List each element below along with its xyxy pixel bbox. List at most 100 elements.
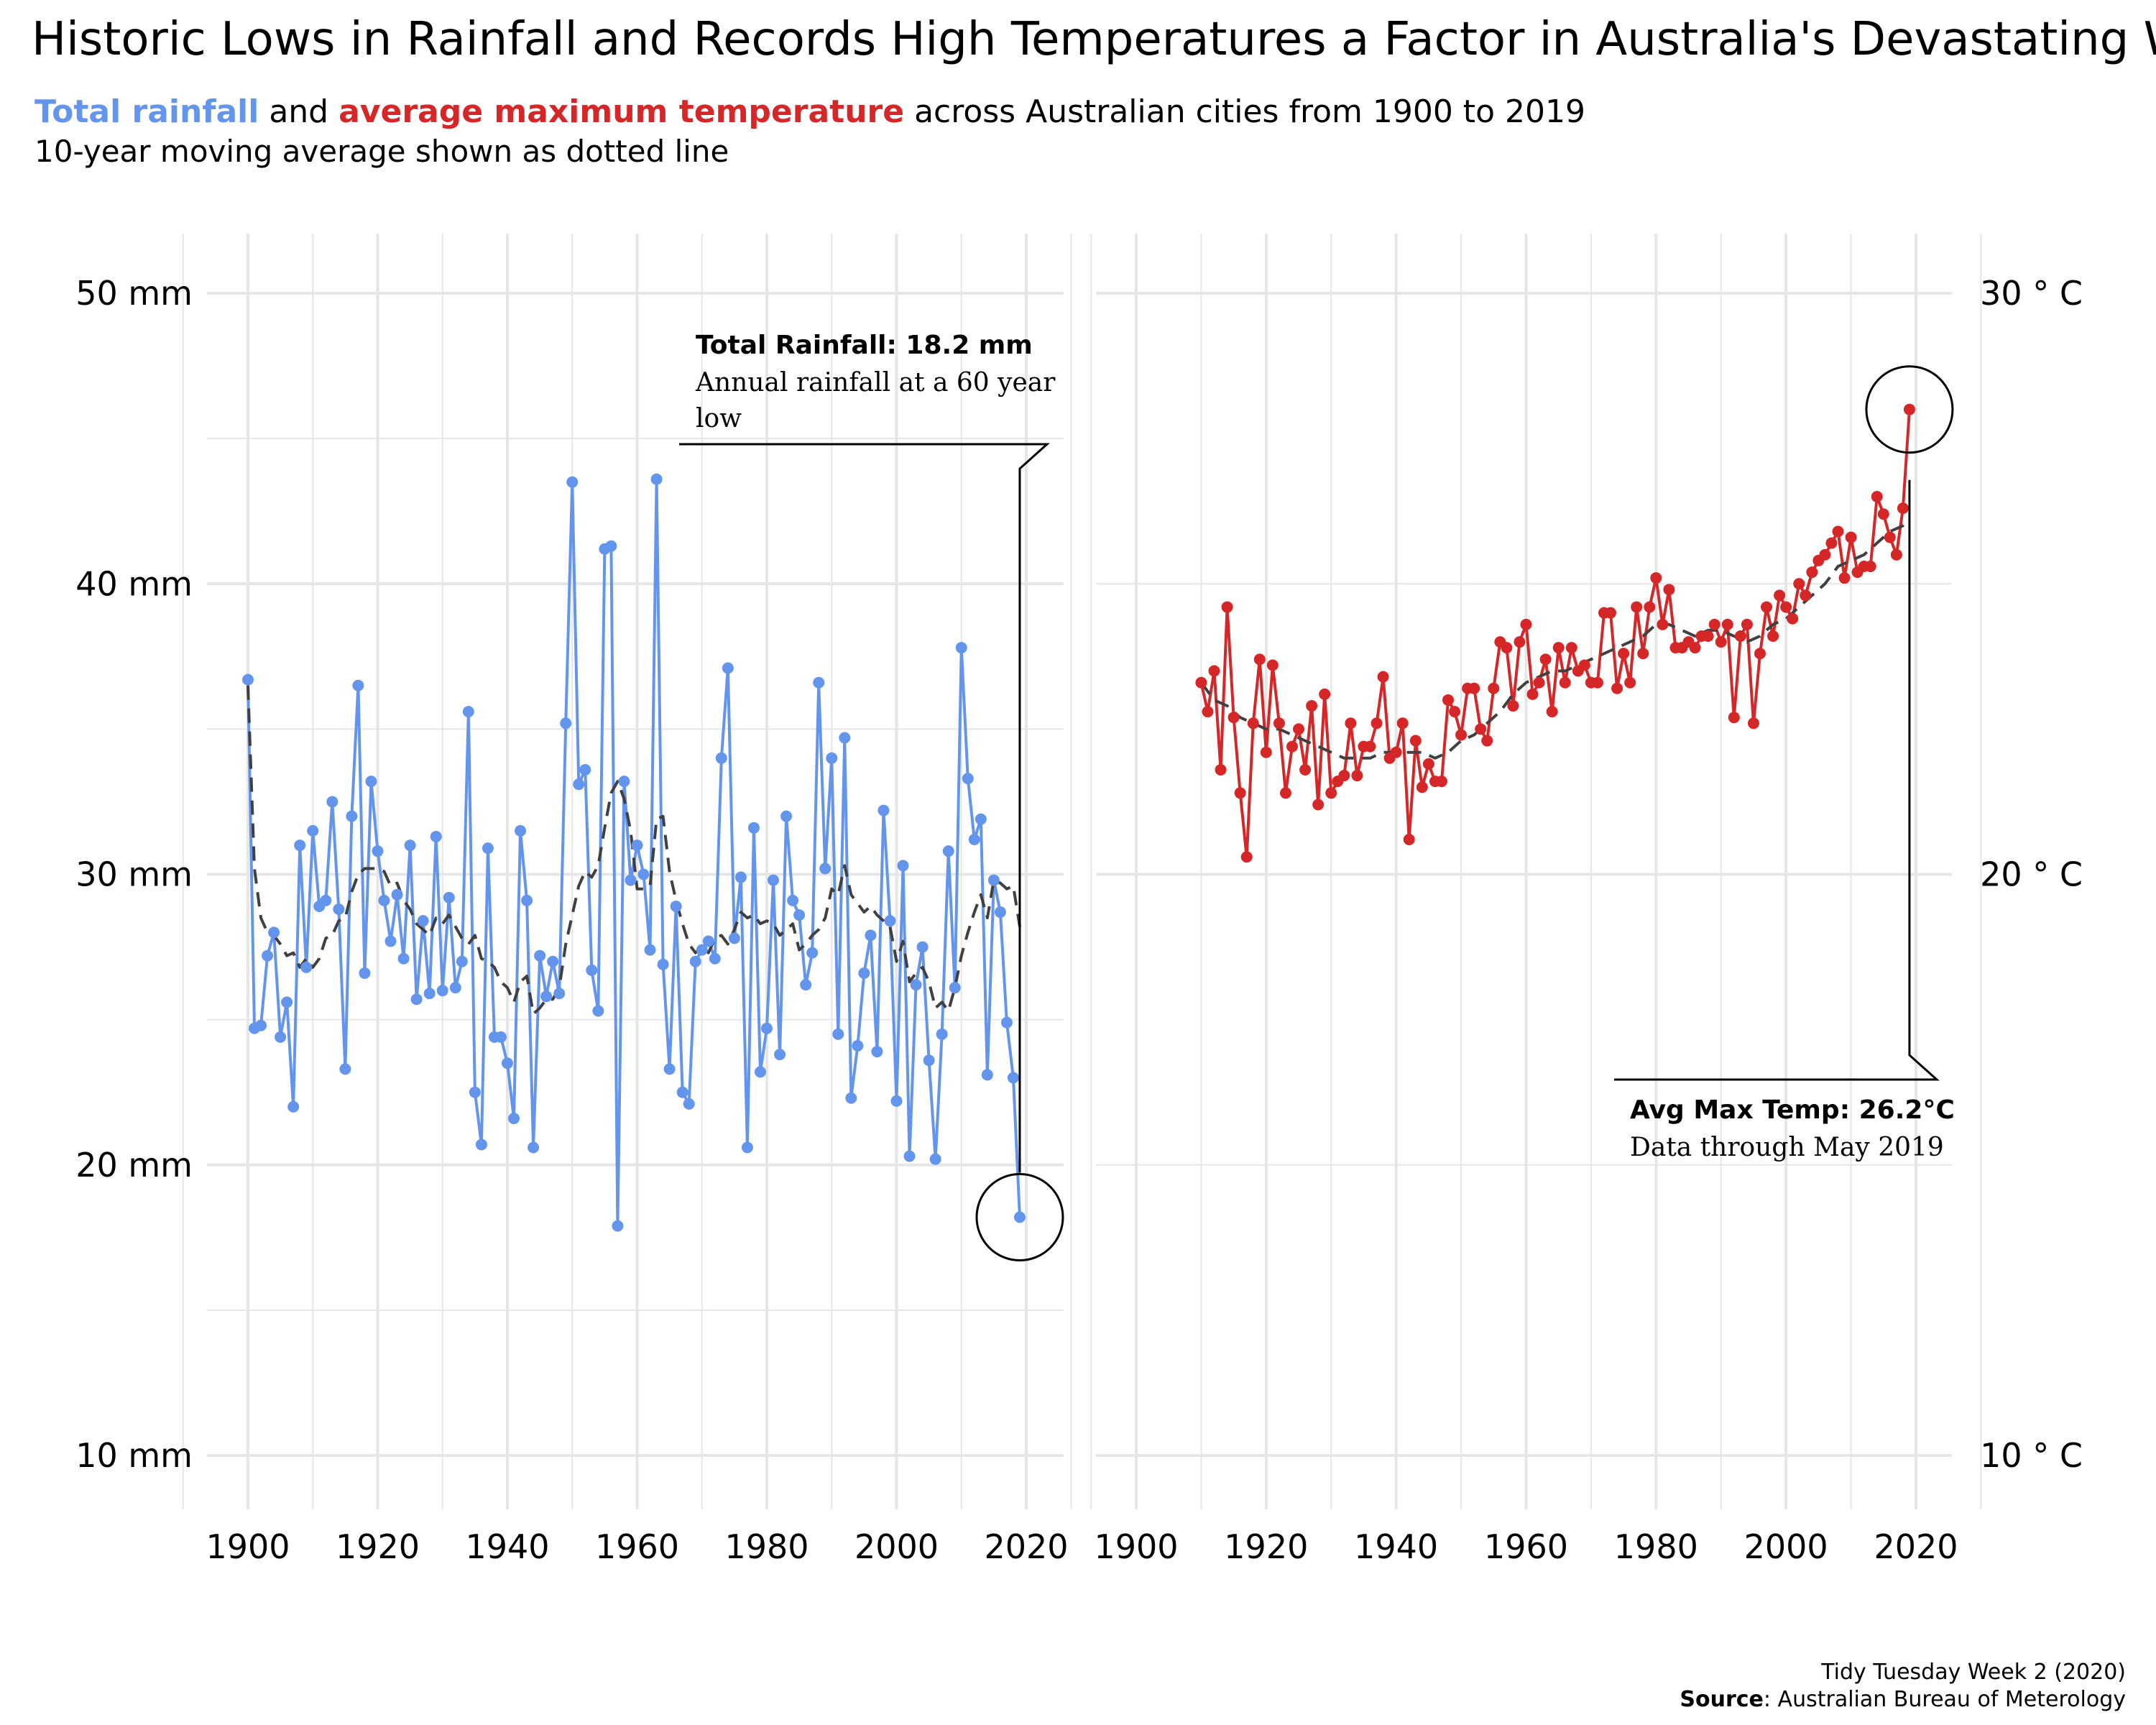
temperature-point bbox=[1864, 560, 1876, 572]
annotation-leader-line bbox=[1614, 479, 1940, 1081]
rainfall-moving-average-line bbox=[247, 685, 1021, 1016]
temperature-point bbox=[1299, 763, 1312, 776]
temperature-point bbox=[1364, 740, 1376, 753]
temperature-point bbox=[1442, 694, 1454, 706]
rainfall-point bbox=[890, 1095, 903, 1107]
temperature-point bbox=[1825, 537, 1838, 549]
x-tick-label: 1900 bbox=[206, 1527, 290, 1566]
rainfall-point bbox=[631, 840, 643, 852]
rainfall-point bbox=[268, 926, 280, 939]
x-tick-label: 1940 bbox=[1354, 1527, 1438, 1566]
temperature-point bbox=[1507, 700, 1519, 712]
rainfall-point bbox=[728, 932, 740, 944]
temperature-point bbox=[1435, 776, 1447, 788]
rainfall-point bbox=[975, 813, 987, 825]
rainfall-point bbox=[255, 1019, 267, 1031]
temperature-point bbox=[1800, 589, 1812, 602]
rainfall-point bbox=[936, 1028, 948, 1040]
x-tick-label: 1940 bbox=[465, 1527, 549, 1566]
y-tick-label: 50 mm bbox=[75, 274, 193, 313]
temperature-point bbox=[1539, 653, 1552, 666]
temperature-point bbox=[1234, 787, 1246, 799]
rainfall-point bbox=[650, 473, 663, 485]
rainfall-point bbox=[456, 955, 468, 967]
rainfall-point bbox=[955, 642, 967, 654]
caption-source-label: Source bbox=[1680, 1687, 1764, 1712]
rainfall-point bbox=[346, 810, 358, 822]
temperature-point bbox=[1708, 618, 1720, 630]
rainfall-point bbox=[294, 840, 306, 852]
rainfall-point bbox=[423, 988, 436, 1000]
x-tick-label: 1920 bbox=[336, 1527, 420, 1566]
rainfall-point bbox=[333, 903, 345, 916]
temperature-point bbox=[1396, 717, 1409, 730]
rainfall-point bbox=[903, 1150, 916, 1162]
rainfall-point bbox=[625, 874, 637, 886]
annotation-text: low bbox=[696, 404, 742, 433]
chart-subtitle-2: 10-year moving average shown as dotted l… bbox=[34, 134, 729, 169]
rainfall-point bbox=[410, 993, 423, 1006]
rainfall-point bbox=[819, 862, 831, 875]
rainfall-point bbox=[547, 955, 559, 967]
rainfall-point bbox=[806, 947, 819, 959]
temperature-point bbox=[1449, 706, 1461, 718]
rainfall-point bbox=[663, 1063, 676, 1075]
rainfall-point bbox=[528, 1141, 540, 1154]
rainfall-point bbox=[1000, 1016, 1013, 1029]
temperature-point bbox=[1215, 763, 1227, 776]
temperature-line bbox=[1199, 409, 1911, 859]
rainfall-point bbox=[910, 979, 922, 991]
temperature-point bbox=[1416, 781, 1428, 794]
temperature-point bbox=[1715, 636, 1727, 648]
x-tick-label: 1960 bbox=[595, 1527, 679, 1566]
rainfall-point bbox=[709, 952, 721, 965]
rainfall-point bbox=[242, 673, 254, 686]
rainfall-point bbox=[391, 888, 403, 901]
temperature-point bbox=[1501, 642, 1513, 654]
y-tick-label: 30 mm bbox=[75, 855, 193, 894]
temperature-point bbox=[1227, 712, 1240, 724]
temperature-point bbox=[1747, 717, 1759, 730]
temperature-point bbox=[1273, 717, 1285, 730]
temperature-point bbox=[1578, 659, 1590, 671]
temperature-point bbox=[1533, 676, 1545, 689]
rainfall-point bbox=[612, 1220, 624, 1232]
rainfall-point bbox=[404, 840, 416, 852]
rainfall-line bbox=[247, 477, 1021, 1228]
rainfall-point bbox=[987, 874, 1000, 886]
annotation-title: Total Rainfall: 18.2 mm bbox=[696, 331, 1033, 360]
temperature-point bbox=[1403, 833, 1415, 845]
rainfall-point bbox=[949, 982, 961, 994]
temperature-point bbox=[1468, 682, 1480, 694]
temperature-point bbox=[1293, 723, 1305, 735]
rainfall-point bbox=[683, 1098, 695, 1110]
highlight-circle bbox=[1865, 365, 1954, 454]
rainfall-point bbox=[605, 540, 617, 552]
rainfall-point bbox=[852, 1040, 864, 1052]
chart-title: Historic Lows in Rainfall and Records Hi… bbox=[32, 13, 2156, 66]
temperature-point bbox=[1605, 607, 1617, 619]
rainfall-point bbox=[300, 961, 313, 973]
x-tick-label: 1980 bbox=[1614, 1527, 1698, 1566]
rainfall-point bbox=[702, 935, 714, 947]
y-tick-label: 20 mm bbox=[75, 1146, 193, 1184]
rainfall-point bbox=[676, 1086, 688, 1098]
temperature-point bbox=[1514, 636, 1526, 648]
rainfall-point bbox=[774, 1049, 786, 1061]
rainfall-point bbox=[696, 944, 708, 956]
temperature-point bbox=[1774, 589, 1786, 602]
rainfall-point bbox=[508, 1113, 520, 1125]
rainfall-point bbox=[741, 1141, 753, 1154]
rainfall-point bbox=[670, 900, 682, 912]
rainfall-point bbox=[436, 985, 448, 997]
chart-caption: Tidy Tuesday Week 2 (2020) Source: Austr… bbox=[1680, 1659, 2126, 1714]
subtitle-rest: across Australian cities from 1900 to 20… bbox=[914, 93, 1585, 130]
temperature-point bbox=[1728, 712, 1740, 724]
rainfall-point bbox=[962, 773, 974, 785]
rainfall-point bbox=[365, 776, 377, 788]
rainfall-point bbox=[320, 894, 332, 906]
temperature-point bbox=[1202, 706, 1214, 718]
x-tick-label: 2000 bbox=[854, 1527, 939, 1566]
rainfall-point bbox=[897, 860, 909, 872]
